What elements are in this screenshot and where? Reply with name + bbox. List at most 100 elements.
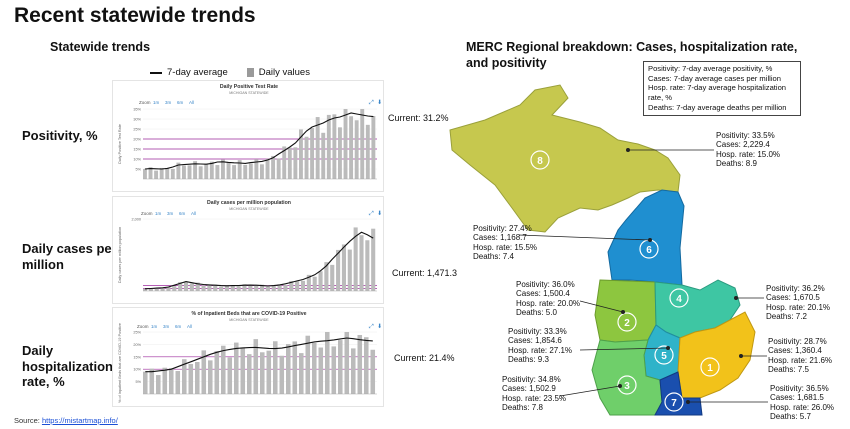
daily-bar bbox=[240, 347, 246, 394]
key-line: Positivity: 7-day average positivity, % bbox=[648, 64, 773, 73]
daily-bar bbox=[282, 146, 287, 179]
region-stat: Deaths: 8.9 bbox=[716, 159, 757, 169]
region-stat: Cases: 1,500.4 bbox=[516, 289, 570, 299]
region-8-badge: 8 bbox=[530, 150, 550, 170]
daily-bar bbox=[279, 355, 285, 394]
daily-bar bbox=[371, 228, 376, 291]
region-stat: Positivity: 36.0% bbox=[516, 280, 575, 289]
region-stat: Positivity: 34.8% bbox=[502, 375, 561, 384]
daily-bar bbox=[336, 249, 341, 291]
y-tick-label: 5% bbox=[136, 168, 142, 172]
expand-icon[interactable]: ⤢ bbox=[369, 323, 374, 330]
daily-bar bbox=[359, 235, 364, 291]
zoom-option-All[interactable]: All bbox=[191, 211, 196, 216]
expand-icon[interactable]: ⤢ bbox=[369, 210, 374, 217]
cases-chart-panel: Daily cases per million population MICHIG… bbox=[112, 196, 384, 304]
download-icon[interactable]: ⬇ bbox=[377, 210, 382, 217]
daily-bar bbox=[305, 335, 311, 394]
region-stat: Cases: 1,854.6 bbox=[508, 336, 562, 346]
region-4-badge: 4 bbox=[669, 288, 689, 308]
daily-bar bbox=[170, 168, 175, 179]
zoom-option-6m[interactable]: 6m bbox=[177, 100, 184, 105]
zoom-option-3m[interactable]: 3m bbox=[163, 324, 170, 329]
chart-title: Daily cases per million population bbox=[207, 200, 291, 206]
zoom-option-All[interactable]: All bbox=[189, 100, 194, 105]
daily-bar bbox=[365, 124, 370, 179]
download-icon[interactable]: ⬇ bbox=[377, 99, 382, 106]
daily-bar bbox=[162, 367, 168, 394]
daily-bar bbox=[321, 132, 326, 179]
expand-icon[interactable]: ⤢ bbox=[369, 99, 374, 106]
daily-bar bbox=[176, 162, 181, 179]
region-stat: Positivity: 28.7% bbox=[768, 337, 827, 346]
daily-bar bbox=[357, 334, 363, 394]
daily-bar bbox=[283, 285, 288, 291]
svg-text:2: 2 bbox=[624, 318, 630, 329]
daily-bar bbox=[204, 163, 209, 179]
source-link[interactable]: https://mistartmap.info/ bbox=[41, 416, 118, 425]
zoom-option-1m[interactable]: 1m bbox=[155, 211, 162, 216]
zoom-option-3m[interactable]: 3m bbox=[165, 100, 172, 105]
daily-bar bbox=[187, 165, 192, 179]
leader-dot-3 bbox=[618, 383, 623, 388]
zoom-option-1m[interactable]: 1m bbox=[151, 324, 158, 329]
daily-bar bbox=[160, 287, 165, 291]
daily-bar bbox=[195, 361, 200, 394]
current-hosp: Current: 21.4% bbox=[394, 353, 455, 363]
daily-bar bbox=[353, 227, 358, 291]
zoom-option-6m[interactable]: 6m bbox=[179, 211, 186, 216]
daily-bar bbox=[273, 341, 278, 394]
y-tick-label: 20% bbox=[133, 343, 141, 347]
svg-text:5: 5 bbox=[661, 351, 667, 362]
zoom-option-All[interactable]: All bbox=[187, 324, 192, 329]
daily-bar bbox=[148, 167, 153, 179]
daily-bar bbox=[312, 276, 317, 291]
daily-bar bbox=[224, 285, 229, 291]
download-icon[interactable]: ⬇ bbox=[377, 323, 382, 330]
daily-bar bbox=[188, 363, 194, 394]
zoom-option-6m[interactable]: 6m bbox=[175, 324, 182, 329]
y-tick-label: 25% bbox=[133, 331, 141, 335]
daily-bar bbox=[300, 280, 306, 291]
daily-bar bbox=[227, 357, 233, 394]
daily-bar bbox=[338, 127, 342, 179]
leader-line-2 bbox=[579, 300, 624, 313]
daily-bar bbox=[201, 350, 207, 394]
daily-bar bbox=[326, 114, 331, 179]
zoom-option-1m[interactable]: 1m bbox=[153, 100, 160, 105]
region-stat: Hosp. rate: 20.1% bbox=[766, 302, 831, 312]
bar-legend-label: Daily values bbox=[258, 67, 310, 78]
daily-bar bbox=[207, 284, 212, 291]
y-tick-label: 5% bbox=[136, 380, 142, 384]
daily-bar bbox=[226, 162, 231, 179]
daily-bar bbox=[289, 281, 294, 291]
region-8-stats: Positivity: 33.5% Cases: 2,229.4 Hosp. r… bbox=[716, 131, 780, 169]
chart-subtitle: MICHIGAN STATEWIDE bbox=[229, 91, 269, 95]
metric-key-box: Positivity: 7-day average positivity, % … bbox=[643, 61, 801, 116]
svg-text:3: 3 bbox=[624, 381, 630, 392]
leader-dot-6 bbox=[648, 237, 653, 242]
daily-bar bbox=[178, 282, 183, 291]
region-stat: Hosp. rate: 23.5% bbox=[502, 393, 567, 403]
daily-bar bbox=[148, 288, 153, 291]
region-stat: Hosp. rate: 27.1% bbox=[508, 345, 573, 355]
daily-bar bbox=[221, 159, 225, 179]
daily-bar bbox=[371, 116, 376, 179]
daily-bar bbox=[143, 169, 147, 179]
region-7-stats: Positivity: 36.5% Cases: 1,681.5 Hosp. r… bbox=[770, 384, 834, 422]
daily-bar bbox=[242, 284, 247, 291]
y-tick-label: 10% bbox=[133, 368, 141, 372]
y-tick-label: 30% bbox=[133, 118, 141, 122]
region-6-stats: Positivity: 27.4% Cases: 1,168.7 Hosp. r… bbox=[473, 224, 537, 262]
leader-dot-2 bbox=[621, 309, 626, 314]
zoom-label: Zoom bbox=[137, 324, 149, 329]
region-stat: Deaths: 7.4 bbox=[473, 252, 514, 262]
y-tick-label: 2,000 bbox=[131, 218, 141, 222]
region-stat: Deaths: 7.8 bbox=[502, 403, 543, 413]
region-stat: Positivity: 36.2% bbox=[766, 284, 825, 293]
daily-bar bbox=[182, 165, 186, 179]
region-stat: Cases: 1,681.5 bbox=[770, 393, 824, 403]
zoom-option-3m[interactable]: 3m bbox=[167, 211, 174, 216]
seven-day-average-line bbox=[145, 337, 373, 373]
